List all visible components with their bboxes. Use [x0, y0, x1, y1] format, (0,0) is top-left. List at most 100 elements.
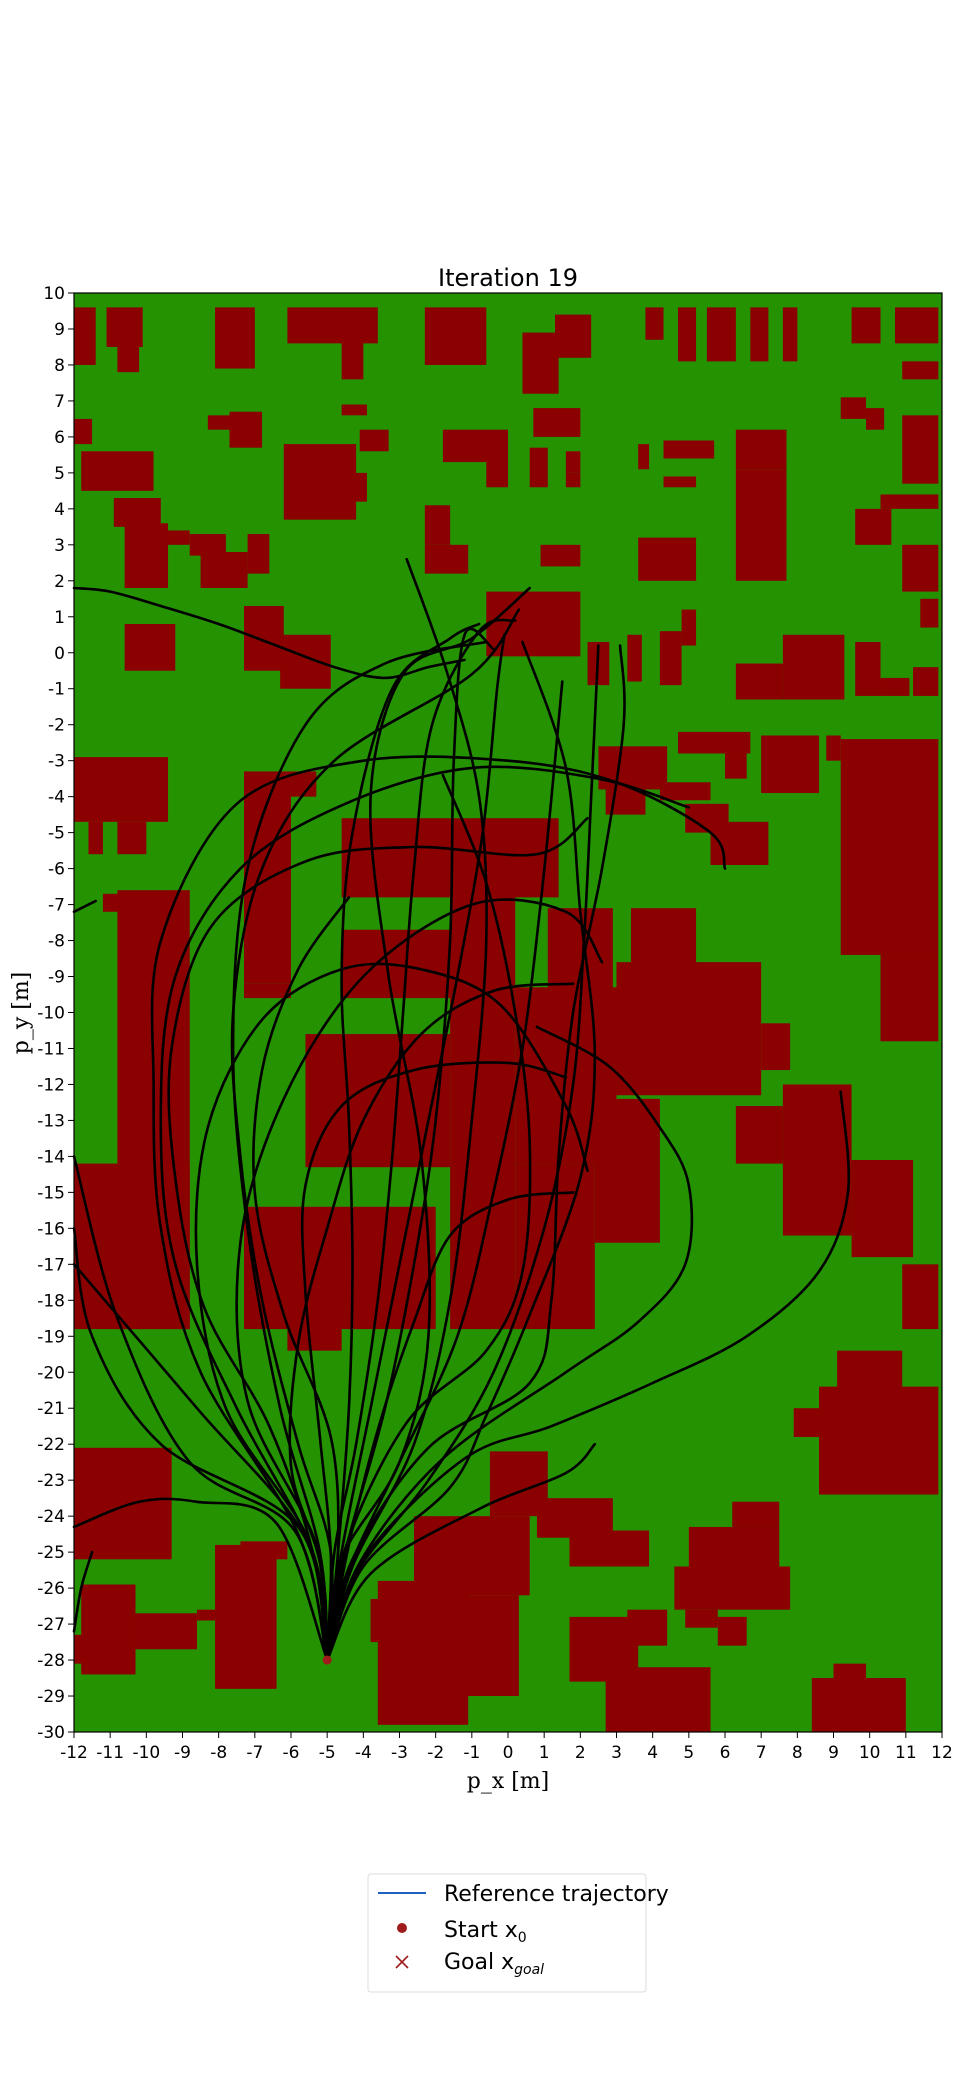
obstacle-cell — [486, 451, 508, 488]
obstacle-cell — [840, 397, 867, 419]
trajectory-line — [325, 1191, 575, 1662]
obstacle-cell — [677, 307, 697, 362]
y-tick-label: -26 — [37, 1579, 65, 1599]
trajectory-line — [325, 644, 626, 1662]
x-tick-label: -3 — [391, 1743, 408, 1763]
y-tick-label: -16 — [37, 1219, 65, 1239]
obstacle-cell — [894, 307, 939, 344]
x-tick-label: -7 — [246, 1743, 263, 1763]
legend-label-goal-text: Goal x — [444, 1950, 514, 1975]
obstacle-cell — [735, 429, 787, 470]
x-tick-label: 11 — [895, 1743, 917, 1763]
x-tick-label: -5 — [319, 1743, 336, 1763]
obstacle-cell — [735, 469, 787, 581]
trajectory-line — [300, 1061, 568, 1662]
obstacle-cell — [88, 821, 103, 855]
legend-label-start-text: Start x — [444, 1918, 518, 1943]
trajectory-layer — [72, 557, 851, 1662]
x-tick-label: 10 — [859, 1743, 881, 1763]
obstacle-cell — [880, 677, 910, 696]
y-axis-label: p_y [m] — [9, 972, 34, 1055]
obstacle-cell — [280, 634, 331, 689]
obstacle-cell — [341, 472, 367, 502]
obstacle-cell — [630, 908, 697, 977]
y-tick-label: -13 — [37, 1111, 65, 1131]
x-tick-label: -8 — [210, 1743, 227, 1763]
obstacle-cell — [913, 667, 939, 696]
trajectory-line — [325, 1090, 851, 1662]
obstacle-cell — [243, 1206, 436, 1330]
x-tick-label: -12 — [60, 1743, 88, 1763]
y-tick-label: 10 — [43, 284, 65, 304]
trajectory-line — [325, 586, 531, 1662]
obstacle-cell — [359, 429, 389, 452]
obstacle-cell — [74, 757, 169, 822]
y-tick-label: 2 — [54, 572, 65, 592]
legend-label-reference: Reference trajectory — [444, 1882, 669, 1907]
obstacle-cell — [826, 735, 841, 761]
obstacle-cell — [74, 418, 93, 445]
obstacle-cell — [229, 411, 263, 448]
obstacle-cell — [902, 415, 939, 484]
obstacle-cell — [247, 534, 270, 574]
obstacle-cell — [240, 1541, 288, 1560]
y-tick-label: 6 — [54, 428, 65, 448]
obstacle-cell — [81, 451, 154, 491]
y-tick-label: -24 — [37, 1507, 65, 1527]
obstacle-cell — [688, 1526, 780, 1574]
y-tick-label: -18 — [37, 1291, 65, 1311]
y-tick-label: 7 — [54, 392, 65, 412]
obstacle-cell — [659, 782, 711, 801]
y-tick-label: -29 — [37, 1687, 65, 1707]
trajectory-line — [252, 896, 351, 1662]
trajectory-line — [72, 1550, 94, 1633]
legend-start-dot — [397, 1923, 407, 1933]
obstacle-cell — [677, 731, 751, 754]
x-axis-label: p_x [m] — [467, 1769, 550, 1794]
obstacle-cell — [855, 641, 881, 696]
obstacle-cell — [124, 523, 169, 588]
obstacle-cell — [113, 498, 161, 527]
obstacle-cell — [341, 336, 364, 380]
obstacle-cell — [569, 1530, 650, 1567]
obstacle-cell — [540, 544, 581, 567]
y-axis: 109876543210-1-2-3-4-5-6-7-8-9-10-11-12-… — [37, 284, 74, 1743]
x-tick-label: 1 — [539, 1743, 550, 1763]
x-tick-label: -11 — [96, 1743, 124, 1763]
x-tick-label: 5 — [683, 1743, 694, 1763]
trajectory-line — [194, 962, 589, 1662]
x-tick-label: -9 — [174, 1743, 191, 1763]
obstacle-cell — [117, 821, 147, 855]
obstacle-cell — [880, 954, 939, 1042]
trajectory-line — [325, 622, 481, 1662]
obstacle-cell — [638, 444, 650, 470]
obstacle-cell — [486, 591, 581, 657]
obstacle-cell — [902, 361, 939, 380]
y-tick-label: -6 — [48, 860, 65, 880]
obstacle-cell — [81, 1584, 136, 1675]
obstacle-cell — [735, 663, 783, 700]
x-tick-label: 0 — [503, 1743, 514, 1763]
trajectory-line — [325, 773, 532, 1662]
y-tick-label: -28 — [37, 1651, 65, 1671]
obstacle-cell — [413, 1516, 530, 1596]
obstacle-cell — [717, 1616, 747, 1646]
obstacle-cell — [424, 544, 469, 574]
y-tick-label: -15 — [37, 1183, 65, 1203]
y-tick-label: -30 — [37, 1723, 65, 1743]
trajectory-line — [325, 618, 517, 1662]
obstacle-cell — [793, 1408, 830, 1438]
trajectory-line — [325, 680, 564, 1662]
obstacle-cell — [522, 332, 559, 394]
y-tick-label: -21 — [37, 1399, 65, 1419]
obstacle-cell — [750, 307, 769, 362]
trajectory-line — [72, 586, 466, 680]
y-tick-label: -8 — [48, 932, 65, 952]
obstacle-cell — [616, 962, 762, 1096]
obstacle-cell — [659, 631, 682, 686]
trajectory-line — [325, 1025, 694, 1662]
y-tick-label: -1 — [48, 680, 65, 700]
y-tick-label: -22 — [37, 1435, 65, 1455]
obstacle-cell — [565, 472, 581, 488]
